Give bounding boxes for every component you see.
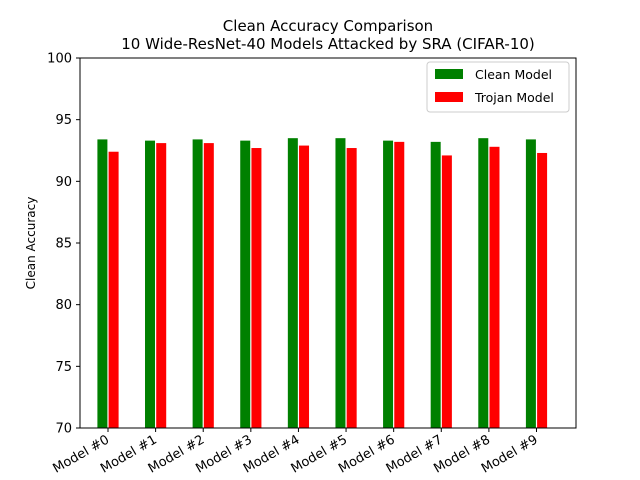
bar-clean-model-4 bbox=[287, 138, 298, 429]
chart-subtitle: 10 Wide-ResNet-40 Models Attacked by SRA… bbox=[121, 35, 535, 53]
bar-trojan-model-3 bbox=[251, 148, 262, 428]
bar-trojan-model-5 bbox=[346, 148, 357, 428]
y-tick-label-80: 80 bbox=[55, 298, 72, 313]
y-axis-label: Clean Accuracy bbox=[24, 197, 38, 290]
y-tick-label-90: 90 bbox=[55, 175, 72, 190]
bar-clean-model-8 bbox=[478, 138, 489, 429]
bar-clean-model-1 bbox=[145, 140, 156, 428]
bar-trojan-model-0 bbox=[108, 151, 119, 429]
bar-trojan-model-8 bbox=[489, 146, 500, 429]
bar-clean-model-2 bbox=[192, 139, 203, 428]
y-tick-label-85: 85 bbox=[55, 237, 72, 252]
chart-title: Clean Accuracy Comparison bbox=[223, 17, 433, 35]
legend-swatch-trojan-model bbox=[435, 92, 463, 102]
bar-trojan-model-4 bbox=[299, 145, 310, 428]
bar-trojan-model-1 bbox=[156, 143, 167, 428]
legend: Clean Model Trojan Model bbox=[426, 61, 570, 113]
y-tick-label-70: 70 bbox=[55, 422, 72, 437]
bar-clean-model-9 bbox=[525, 139, 536, 428]
bar-clean-model-0 bbox=[97, 139, 108, 428]
bars-group bbox=[97, 138, 548, 429]
legend-swatch-clean-model bbox=[435, 69, 463, 79]
bar-trojan-model-2 bbox=[203, 143, 214, 428]
bar-clean-model-7 bbox=[430, 141, 441, 428]
y-axis: 70 75 80 85 90 95 100 bbox=[47, 52, 80, 437]
bar-clean-model-3 bbox=[240, 140, 251, 428]
bar-trojan-model-9 bbox=[537, 152, 548, 428]
bar-trojan-model-7 bbox=[441, 155, 452, 428]
bar-clean-model-6 bbox=[383, 140, 394, 428]
legend-label-trojan-model: Trojan Model bbox=[474, 90, 554, 105]
bar-trojan-model-6 bbox=[394, 141, 405, 428]
y-tick-label-75: 75 bbox=[55, 360, 72, 375]
y-tick-label-100: 100 bbox=[47, 52, 72, 67]
bar-clean-model-5 bbox=[335, 138, 346, 429]
y-tick-label-95: 95 bbox=[55, 113, 72, 128]
legend-label-clean-model: Clean Model bbox=[475, 67, 552, 82]
